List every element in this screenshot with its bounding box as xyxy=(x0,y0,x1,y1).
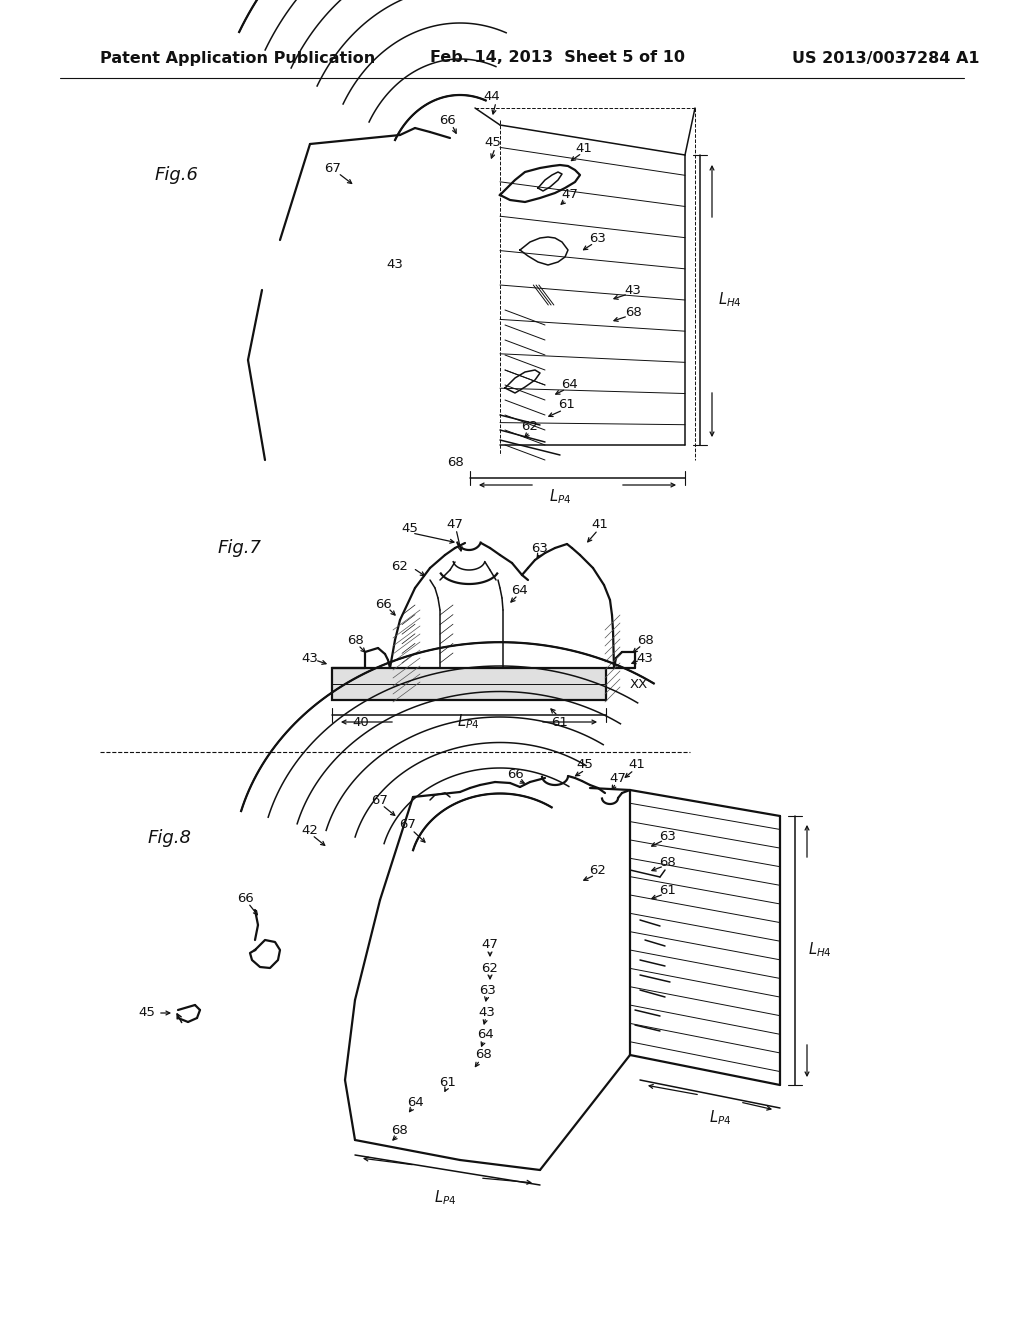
Text: 40: 40 xyxy=(352,715,369,729)
Text: 43: 43 xyxy=(301,652,318,664)
Text: 41: 41 xyxy=(629,759,645,771)
Text: 43: 43 xyxy=(625,284,641,297)
Text: 67: 67 xyxy=(372,793,388,807)
Text: Fig.8: Fig.8 xyxy=(148,829,193,847)
Text: 61: 61 xyxy=(552,715,568,729)
Text: 66: 66 xyxy=(507,768,523,781)
Text: 44: 44 xyxy=(483,91,501,103)
Text: Fig.7: Fig.7 xyxy=(218,539,262,557)
Text: 68: 68 xyxy=(637,634,653,647)
Text: $L_{H4}$: $L_{H4}$ xyxy=(808,941,831,960)
Text: 63: 63 xyxy=(479,983,497,997)
Text: 62: 62 xyxy=(481,961,499,974)
Text: 47: 47 xyxy=(481,939,499,952)
Text: 64: 64 xyxy=(477,1028,495,1041)
Text: $L_{P4}$: $L_{P4}$ xyxy=(549,487,571,507)
Text: 62: 62 xyxy=(521,421,539,433)
Text: 63: 63 xyxy=(659,829,677,842)
Text: 45: 45 xyxy=(401,521,419,535)
Text: 61: 61 xyxy=(439,1076,457,1089)
Text: 45: 45 xyxy=(138,1006,155,1019)
Text: Feb. 14, 2013  Sheet 5 of 10: Feb. 14, 2013 Sheet 5 of 10 xyxy=(430,50,685,66)
Text: 62: 62 xyxy=(391,560,408,573)
Text: 64: 64 xyxy=(561,378,579,391)
Text: 42: 42 xyxy=(301,824,318,837)
Text: 63: 63 xyxy=(531,541,549,554)
Text: 68: 68 xyxy=(475,1048,492,1061)
Text: 64: 64 xyxy=(512,583,528,597)
Text: 67: 67 xyxy=(399,818,417,832)
Text: 68: 68 xyxy=(391,1123,409,1137)
Text: 68: 68 xyxy=(659,855,677,869)
Text: 66: 66 xyxy=(376,598,392,611)
Text: 61: 61 xyxy=(558,399,575,412)
Text: 68: 68 xyxy=(347,634,364,647)
Text: 68: 68 xyxy=(446,455,464,469)
Text: 47: 47 xyxy=(609,771,627,784)
Text: 41: 41 xyxy=(575,141,593,154)
Text: $L_{H4}$: $L_{H4}$ xyxy=(718,290,741,309)
Text: $L_{P4}$: $L_{P4}$ xyxy=(457,713,479,731)
Text: 45: 45 xyxy=(484,136,502,149)
Text: Fig.6: Fig.6 xyxy=(155,166,199,183)
Text: 64: 64 xyxy=(407,1096,423,1109)
Text: 63: 63 xyxy=(590,231,606,244)
Text: $L_{P4}$: $L_{P4}$ xyxy=(434,1188,456,1208)
Polygon shape xyxy=(332,668,606,700)
Text: 47: 47 xyxy=(446,517,464,531)
Text: 66: 66 xyxy=(439,114,457,127)
Text: 68: 68 xyxy=(625,305,641,318)
Text: XX: XX xyxy=(630,678,648,692)
Text: 61: 61 xyxy=(659,883,677,896)
Text: 67: 67 xyxy=(325,161,341,174)
Text: 43: 43 xyxy=(637,652,653,664)
Text: 45: 45 xyxy=(577,759,594,771)
Text: Patent Application Publication: Patent Application Publication xyxy=(100,50,375,66)
Text: 43: 43 xyxy=(387,259,403,272)
Text: 43: 43 xyxy=(478,1006,496,1019)
Text: 41: 41 xyxy=(592,519,608,532)
Text: 47: 47 xyxy=(561,189,579,202)
Text: $L_{P4}$: $L_{P4}$ xyxy=(709,1109,731,1127)
Text: 62: 62 xyxy=(590,863,606,876)
Text: 66: 66 xyxy=(237,891,253,904)
Text: US 2013/0037284 A1: US 2013/0037284 A1 xyxy=(793,50,980,66)
